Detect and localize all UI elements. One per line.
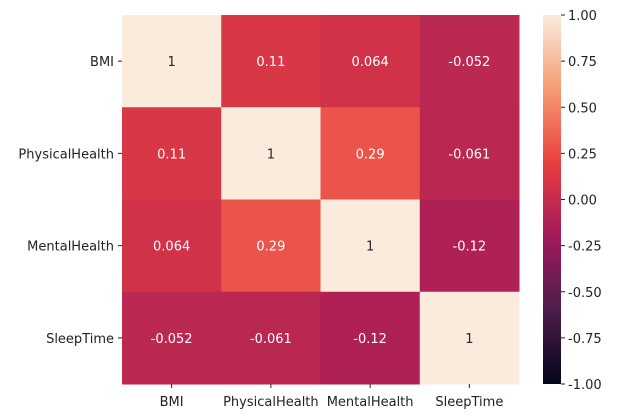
- y-tick-label: SleepTime: [46, 332, 114, 347]
- colorbar-tick-label: -0.75: [568, 332, 602, 347]
- y-axis-tick-labels: BMI PhysicalHealth MentalHealth SleepTime: [18, 55, 122, 347]
- y-tick-label: BMI: [90, 55, 114, 70]
- heatmap-cell: [320, 291, 421, 385]
- cell-value-label: -0.12: [453, 240, 487, 255]
- heatmap-cell: [122, 291, 222, 385]
- cell-value-label: -0.12: [353, 332, 387, 347]
- heatmap-cell: [419, 107, 520, 200]
- heatmap-cell: [221, 15, 321, 108]
- heatmap-cell: [221, 291, 321, 385]
- y-tick-label: MentalHealth: [27, 240, 114, 255]
- colorbar-tick-label: -0.50: [568, 286, 602, 301]
- cell-value-label: 0.11: [157, 147, 186, 162]
- colorbar-tick-label: -1.00: [568, 378, 602, 393]
- heatmap-cell: [122, 15, 222, 108]
- cell-value-label: -0.061: [448, 147, 490, 162]
- colorbar-tick-label: 1.00: [568, 9, 597, 24]
- cell-value-label: 0.11: [256, 55, 285, 70]
- cell-value-label: 0.29: [356, 147, 385, 162]
- heatmap-cell: [320, 107, 421, 200]
- colorbar-tick-label: 0.75: [568, 55, 597, 70]
- x-tick-label: BMI: [160, 395, 184, 410]
- y-tick-label: PhysicalHealth: [18, 147, 114, 162]
- cell-value-label: 1: [267, 147, 275, 162]
- x-tick-label: MentalHealth: [327, 395, 414, 410]
- cell-value-label: -0.052: [448, 55, 490, 70]
- heatmap-cell: [419, 291, 520, 385]
- cell-value-label: 0.064: [352, 55, 389, 70]
- cell-value-label: 0.064: [153, 240, 190, 255]
- heatmap-cell: [221, 199, 321, 293]
- cell-value-label: -0.052: [151, 332, 193, 347]
- heatmap-cell: [320, 15, 421, 108]
- cell-value-label: 1: [167, 55, 175, 70]
- colorbar-tick-label: 0.25: [568, 147, 597, 162]
- cell-value-label: 1: [465, 332, 473, 347]
- heatmap-cells: 1 0.11 0.064 -0.052 0.11 1 0.29 -0.061 0.064 0.29…: [122, 15, 520, 385]
- heatmap-cell: [221, 107, 321, 200]
- x-tick-label: PhysicalHealth: [223, 395, 319, 410]
- x-tick-label: SleepTime: [435, 395, 503, 410]
- cell-value-label: 1: [366, 240, 374, 255]
- colorbar-tick-label: 0.50: [568, 101, 597, 116]
- cell-value-label: -0.061: [250, 332, 292, 347]
- x-axis-tick-labels: BMI PhysicalHealth MentalHealth SleepTime: [160, 384, 503, 410]
- colorbar-tick-label: -0.25: [568, 240, 602, 255]
- heatmap-cell: [419, 15, 520, 108]
- colorbar-ticks: 1.00 0.75 0.50 0.25 0.00 -0.25 -0.50 -0.75 -1.00: [561, 9, 602, 393]
- heatmap-cell: [419, 199, 520, 293]
- heatmap-cell: [320, 199, 421, 293]
- colorbar: [543, 15, 561, 384]
- colorbar-tick-label: 0.00: [568, 194, 597, 209]
- heatmap-cell: [122, 199, 222, 293]
- cell-value-label: 0.29: [256, 240, 285, 255]
- heatmap-cell: [122, 107, 222, 200]
